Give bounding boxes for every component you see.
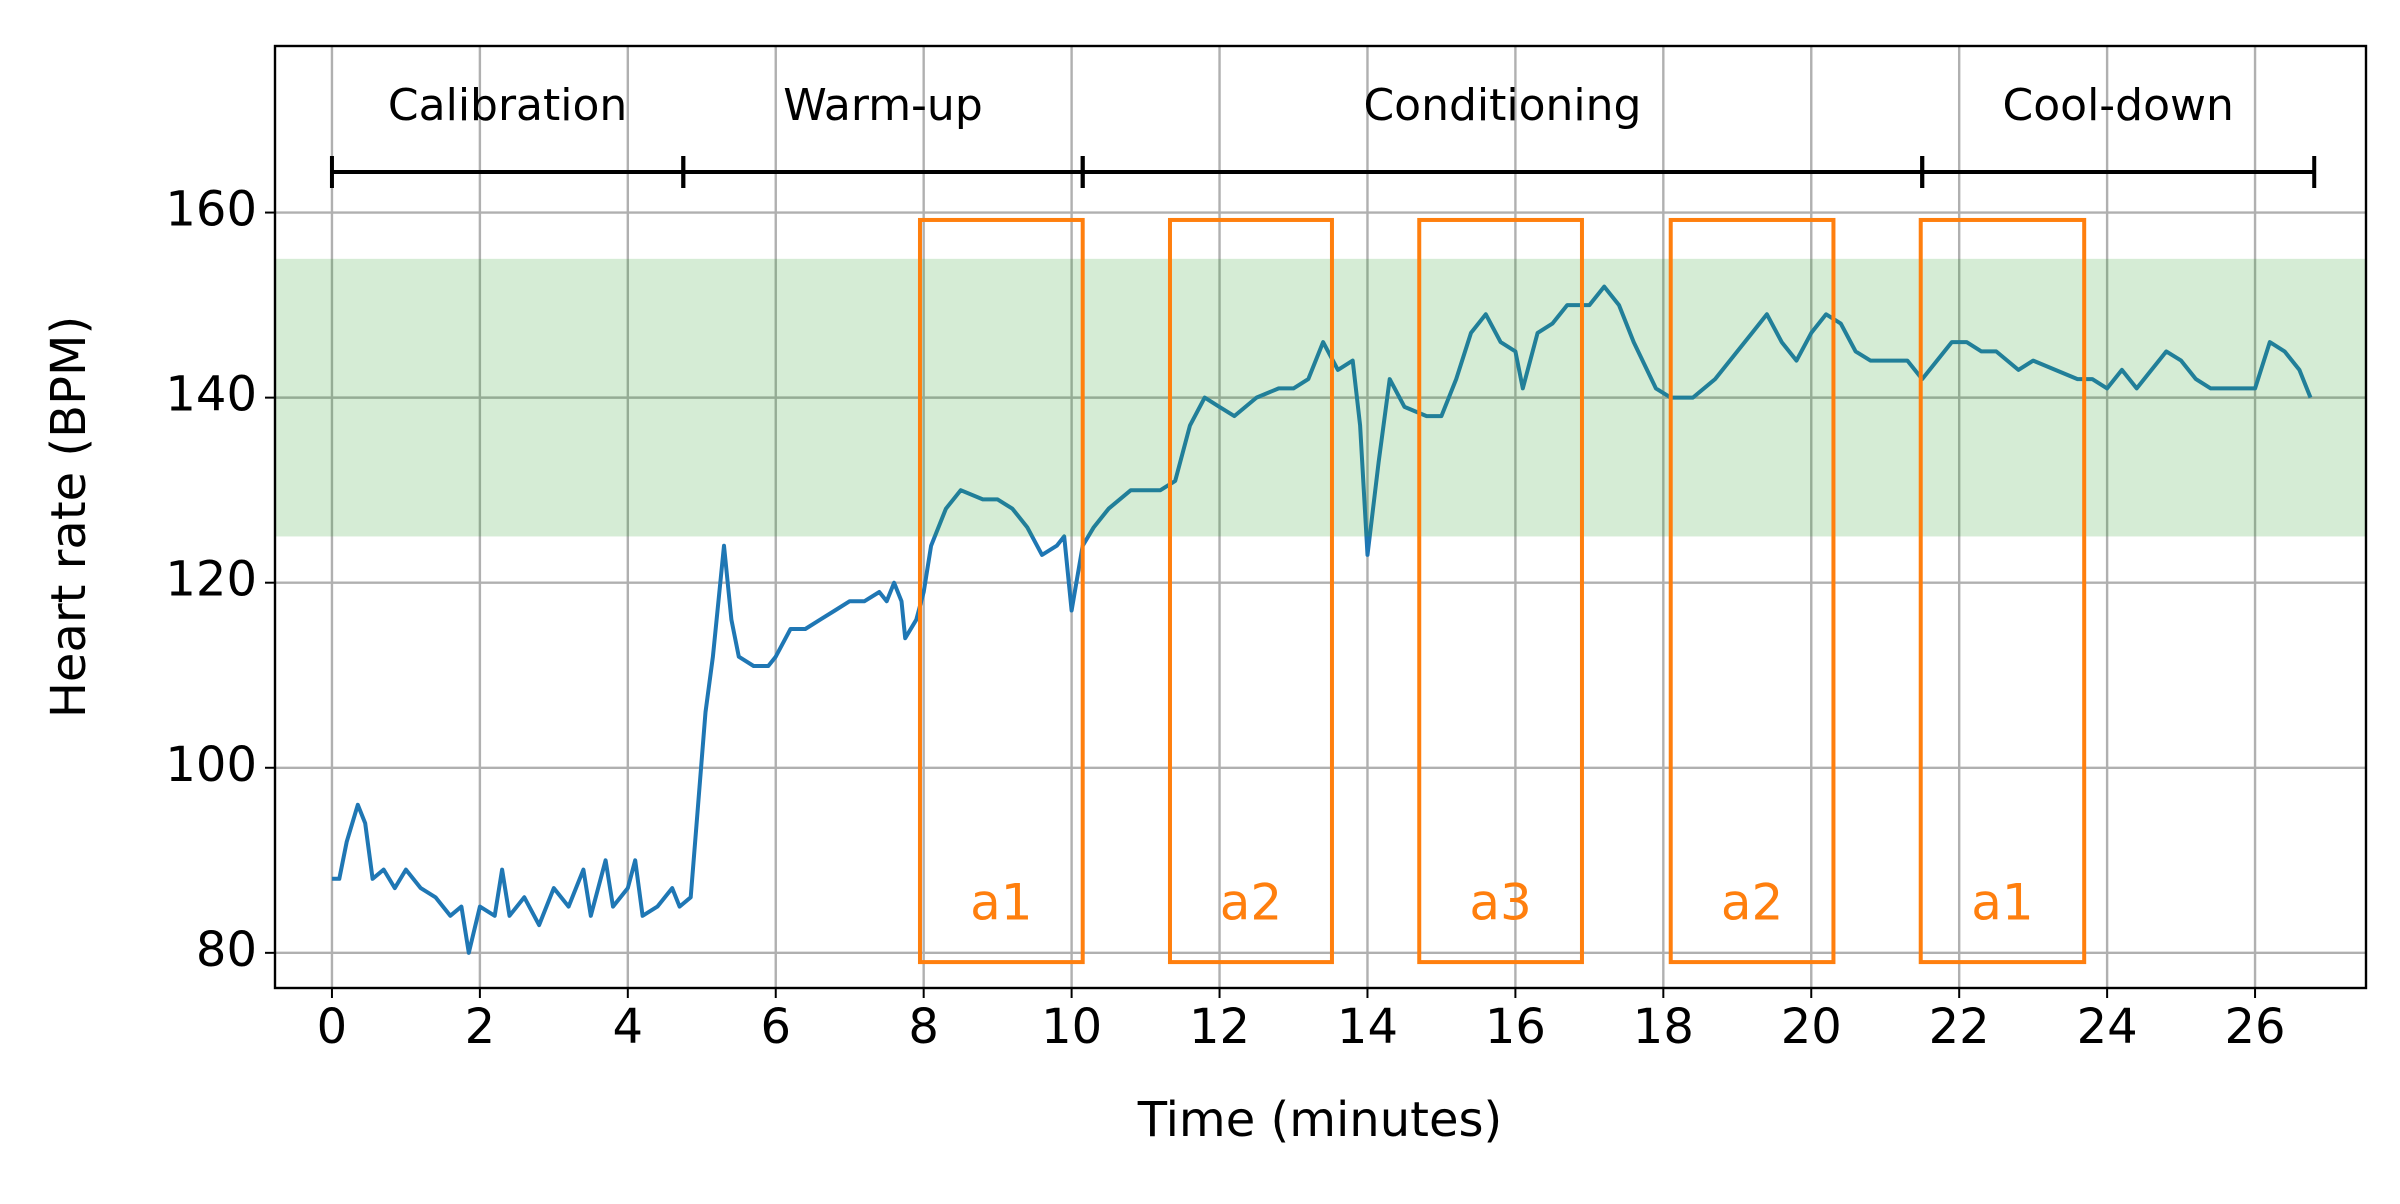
x-tick-label: 0 xyxy=(317,999,348,1055)
x-tick-label: 26 xyxy=(2225,999,2286,1055)
activity-label: a1 xyxy=(970,874,1032,932)
x-tick-label: 24 xyxy=(2077,999,2138,1055)
x-tick-label: 10 xyxy=(1041,999,1102,1055)
x-tick-label: 14 xyxy=(1337,999,1398,1055)
x-tick-label: 18 xyxy=(1633,999,1694,1055)
x-tick-label: 12 xyxy=(1189,999,1250,1055)
target-zone xyxy=(275,258,2366,537)
activity-label: a1 xyxy=(1971,874,2033,932)
x-tick-label: 8 xyxy=(908,999,939,1055)
activity-box xyxy=(1417,217,1584,965)
plot-frame xyxy=(273,44,2368,990)
y-axis-label: Heart rate (BPM) xyxy=(41,316,97,718)
activity-box xyxy=(1918,217,2087,965)
phase-label: Warm-up xyxy=(783,80,983,131)
x-tick-label: 4 xyxy=(613,999,644,1055)
activity-label: a3 xyxy=(1469,874,1531,932)
phase-label: Cool-down xyxy=(2003,80,2234,131)
y-tick-label: 80 xyxy=(196,922,257,978)
x-tick-label: 20 xyxy=(1781,999,1842,1055)
x-tick-label: 22 xyxy=(1929,999,1990,1055)
x-axis-label: Time (minutes) xyxy=(1137,1092,1502,1148)
activity-label: a2 xyxy=(1220,874,1282,932)
activity-box xyxy=(1668,217,1836,965)
y-tick-label: 140 xyxy=(165,367,257,423)
x-tick-label: 16 xyxy=(1485,999,1546,1055)
phase-label: Conditioning xyxy=(1363,80,1641,131)
x-tick-label: 6 xyxy=(760,999,791,1055)
y-tick-label: 100 xyxy=(165,737,257,793)
activity-label: a2 xyxy=(1721,874,1783,932)
phase-label: Calibration xyxy=(388,80,627,131)
y-tick-label: 160 xyxy=(165,182,257,238)
x-tick-label: 2 xyxy=(465,999,496,1055)
activity-box xyxy=(1167,217,1334,965)
heart-rate-line xyxy=(332,284,2313,955)
activity-box xyxy=(917,217,1085,965)
y-tick-label: 120 xyxy=(165,552,257,608)
